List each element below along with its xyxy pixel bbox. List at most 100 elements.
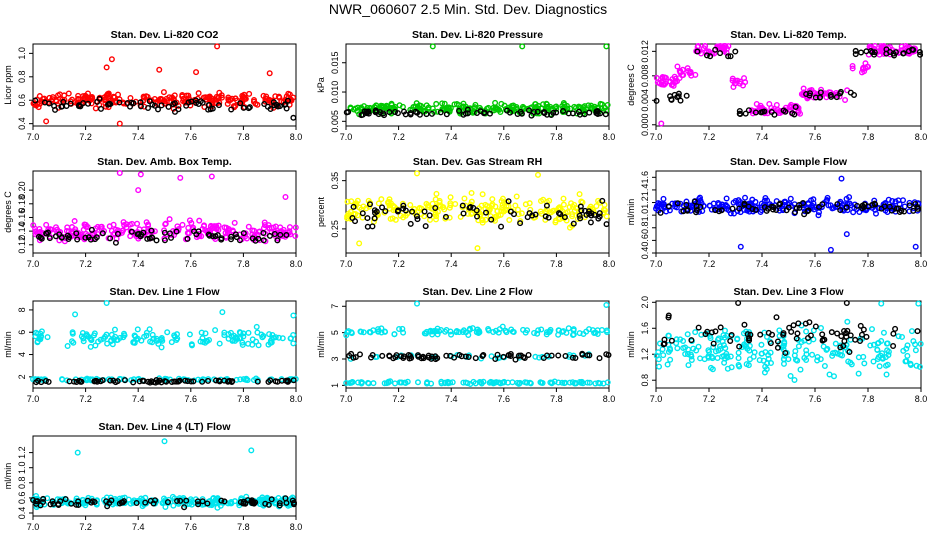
data-point bbox=[743, 361, 750, 368]
data-point bbox=[378, 196, 385, 203]
figure-title: NWR_060607 2.5 Min. Std. Dev. Diagnostic… bbox=[328, 1, 608, 17]
data-point bbox=[543, 202, 550, 209]
data-point bbox=[572, 355, 579, 362]
data-point bbox=[782, 349, 789, 356]
data-point bbox=[195, 101, 202, 108]
data-point bbox=[136, 378, 143, 385]
data-point bbox=[375, 200, 382, 207]
data-point bbox=[498, 208, 505, 215]
data-point bbox=[274, 237, 281, 244]
data-point bbox=[262, 95, 269, 102]
panel-title: Stan. Dev. Li-820 CO2 bbox=[111, 29, 219, 41]
data-point bbox=[134, 335, 141, 342]
data-point bbox=[37, 330, 44, 337]
data-point bbox=[741, 321, 748, 328]
y-tick-label: 0.6 bbox=[17, 492, 27, 505]
outlier-point bbox=[156, 66, 163, 73]
data-point bbox=[596, 210, 603, 217]
data-point bbox=[394, 208, 401, 215]
data-point bbox=[232, 337, 239, 344]
y-tick-label: 0.8 bbox=[17, 477, 27, 490]
data-point bbox=[740, 82, 747, 89]
outlier-point bbox=[414, 300, 421, 307]
data-point bbox=[543, 206, 550, 213]
data-point bbox=[752, 206, 759, 213]
x-tick-label: 8.0 bbox=[290, 394, 303, 404]
data-point bbox=[660, 352, 667, 359]
data-point bbox=[892, 49, 899, 56]
data-point bbox=[575, 108, 582, 115]
data-point bbox=[892, 325, 899, 332]
data-point bbox=[489, 196, 496, 203]
data-point bbox=[158, 102, 165, 109]
data-point bbox=[65, 500, 72, 507]
data-point bbox=[880, 329, 887, 336]
data-point bbox=[479, 219, 486, 226]
x-tick-label: 7.2 bbox=[79, 132, 92, 142]
data-point bbox=[143, 219, 150, 226]
data-point bbox=[793, 335, 800, 342]
data-point bbox=[372, 109, 379, 116]
data-point bbox=[112, 239, 119, 246]
data-point bbox=[121, 377, 128, 384]
data-point bbox=[746, 337, 753, 344]
outlier-point bbox=[290, 312, 297, 319]
outlier-point bbox=[356, 240, 363, 247]
outlier-point bbox=[414, 170, 421, 177]
data-point bbox=[901, 203, 908, 210]
data-point bbox=[527, 206, 534, 213]
data-point bbox=[780, 356, 787, 363]
data-point bbox=[503, 329, 510, 336]
data-point bbox=[399, 325, 406, 332]
data-point bbox=[852, 51, 859, 58]
data-point bbox=[505, 198, 512, 205]
data-point bbox=[443, 111, 450, 118]
data-point bbox=[469, 210, 476, 217]
data-point bbox=[292, 233, 299, 240]
data-point bbox=[366, 201, 373, 208]
x-tick-label: 7.6 bbox=[185, 132, 198, 142]
data-point bbox=[283, 232, 290, 239]
data-point bbox=[215, 102, 222, 109]
data-point bbox=[602, 111, 609, 118]
data-point bbox=[805, 335, 812, 342]
data-point bbox=[130, 100, 137, 107]
data-point bbox=[184, 235, 191, 242]
y-tick-label: 6 bbox=[17, 330, 27, 335]
panel-1: Stan. Dev. Li-820 CO2 Licor ppm 7.0 7.2 7.4 7… bbox=[3, 29, 302, 142]
outlier-point bbox=[282, 193, 289, 200]
data-point bbox=[111, 326, 118, 333]
data-point bbox=[472, 355, 479, 362]
data-point bbox=[364, 223, 371, 230]
data-point bbox=[817, 325, 824, 332]
data-point bbox=[577, 203, 584, 210]
data-point bbox=[261, 101, 268, 108]
outlier-point bbox=[290, 114, 297, 121]
data-point bbox=[566, 224, 573, 231]
data-point bbox=[110, 221, 117, 228]
data-point bbox=[252, 237, 259, 244]
data-point bbox=[130, 498, 137, 505]
data-point bbox=[690, 345, 697, 352]
data-point bbox=[746, 342, 753, 349]
outlier-point bbox=[248, 447, 255, 454]
data-point bbox=[276, 500, 283, 507]
data-point bbox=[821, 363, 828, 370]
data-point bbox=[275, 494, 282, 501]
data-point bbox=[65, 90, 72, 97]
y-tick-label: 0.008 bbox=[640, 65, 650, 88]
data-point bbox=[102, 333, 109, 340]
data-point bbox=[900, 50, 907, 57]
data-point bbox=[903, 345, 910, 352]
data-point bbox=[912, 341, 919, 348]
data-point bbox=[736, 363, 743, 370]
data-point bbox=[218, 236, 225, 243]
data-point bbox=[34, 339, 41, 346]
outlier-point bbox=[838, 175, 845, 182]
data-point bbox=[104, 340, 111, 347]
data-point bbox=[190, 378, 197, 385]
data-point bbox=[354, 212, 361, 219]
y-axis-label: ml/min bbox=[316, 331, 326, 358]
y-tick-label: 0.18 bbox=[17, 195, 27, 213]
data-point bbox=[456, 107, 463, 114]
